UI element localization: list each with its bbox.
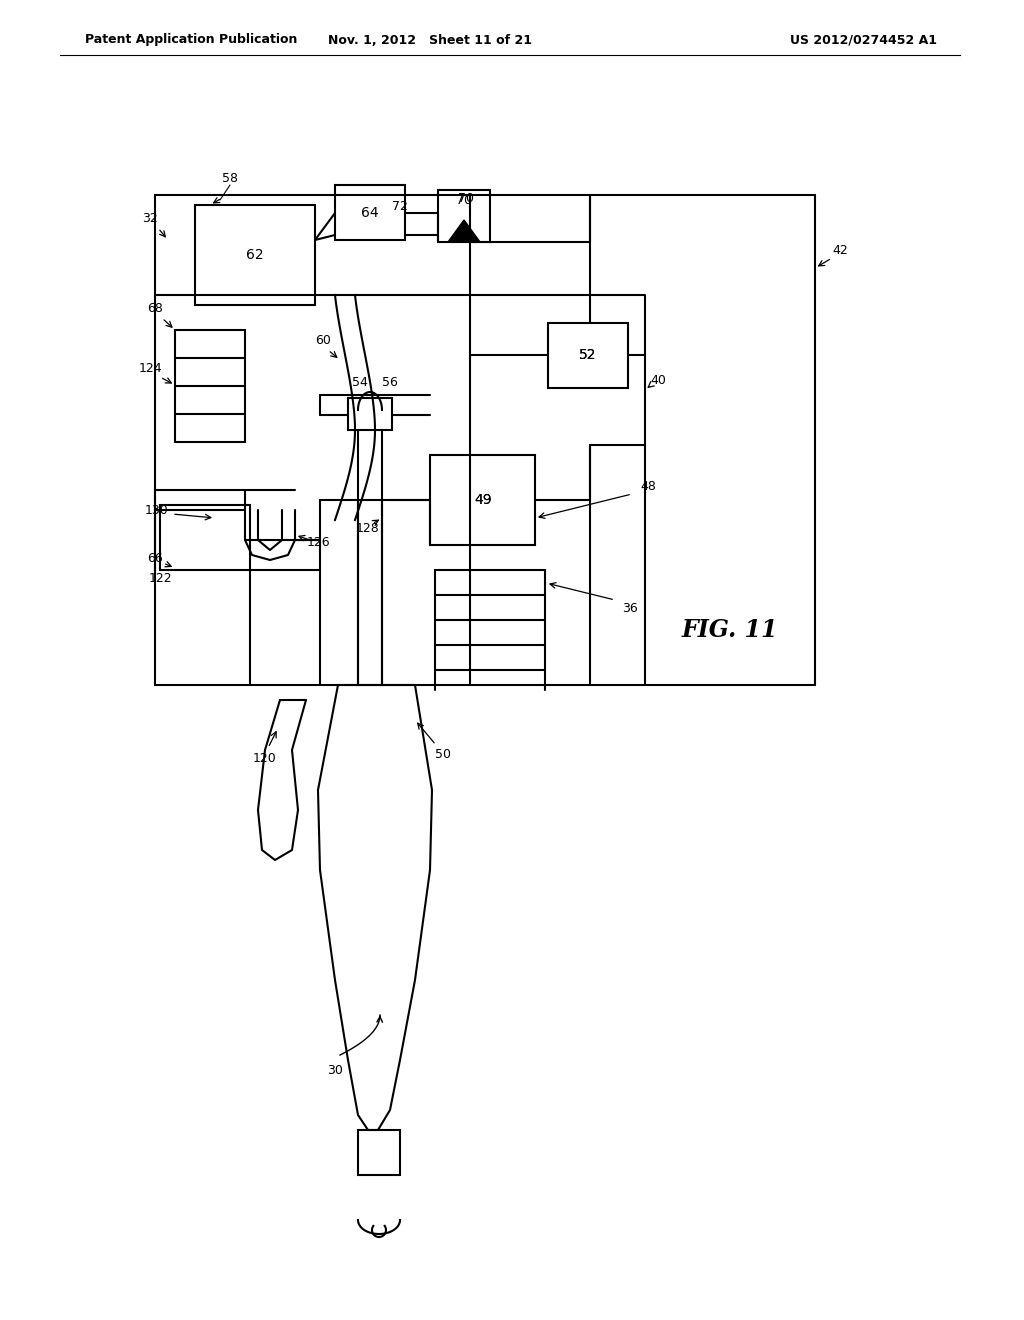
Text: 68: 68 — [147, 301, 163, 314]
Text: 128: 128 — [356, 521, 380, 535]
Text: 58: 58 — [222, 172, 238, 185]
Text: 122: 122 — [148, 572, 172, 585]
Bar — [358, 1130, 400, 1175]
Text: 40: 40 — [650, 374, 666, 387]
Bar — [195, 205, 315, 305]
Bar — [335, 185, 406, 240]
Text: 66: 66 — [147, 552, 163, 565]
Text: 62: 62 — [246, 248, 264, 261]
Text: Nov. 1, 2012   Sheet 11 of 21: Nov. 1, 2012 Sheet 11 of 21 — [328, 33, 532, 46]
Text: 49: 49 — [474, 492, 492, 507]
Text: 42: 42 — [833, 243, 848, 256]
Text: 48: 48 — [640, 480, 656, 494]
Text: 56: 56 — [382, 376, 398, 389]
Text: FIG. 11: FIG. 11 — [682, 618, 778, 642]
Bar — [430, 455, 535, 545]
Text: 50: 50 — [435, 748, 451, 762]
Bar — [348, 399, 392, 430]
Text: 126: 126 — [306, 536, 330, 549]
Text: 60: 60 — [315, 334, 331, 346]
Text: 120: 120 — [253, 751, 276, 764]
Text: 124: 124 — [138, 362, 162, 375]
Bar — [438, 190, 490, 242]
Bar — [155, 195, 815, 685]
Text: 30: 30 — [327, 1064, 343, 1077]
Text: 52: 52 — [580, 348, 597, 362]
Text: Patent Application Publication: Patent Application Publication — [85, 33, 297, 46]
Text: 64: 64 — [361, 206, 379, 220]
Text: 130: 130 — [145, 503, 169, 516]
Text: 70: 70 — [458, 191, 474, 205]
Text: 72: 72 — [392, 201, 408, 214]
Text: US 2012/0274452 A1: US 2012/0274452 A1 — [790, 33, 937, 46]
Bar — [548, 323, 628, 388]
Bar — [160, 506, 250, 570]
Text: 36: 36 — [623, 602, 638, 615]
Text: 54: 54 — [352, 376, 368, 389]
Text: 52: 52 — [580, 348, 597, 362]
Text: 32: 32 — [142, 211, 158, 224]
Polygon shape — [449, 220, 480, 242]
Text: 70: 70 — [456, 194, 472, 206]
Text: 49: 49 — [474, 492, 492, 507]
